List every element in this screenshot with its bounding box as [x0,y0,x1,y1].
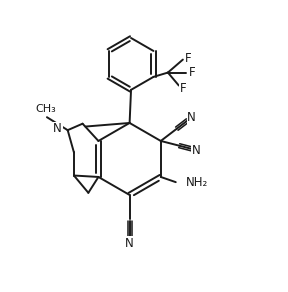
Text: F: F [185,52,192,65]
Text: N: N [187,111,196,124]
Text: N: N [192,143,200,157]
Text: N: N [53,122,62,135]
Text: F: F [189,66,195,79]
Text: F: F [180,82,186,95]
Text: N: N [125,237,134,250]
Text: NH₂: NH₂ [186,176,208,189]
Text: CH₃: CH₃ [35,104,56,114]
